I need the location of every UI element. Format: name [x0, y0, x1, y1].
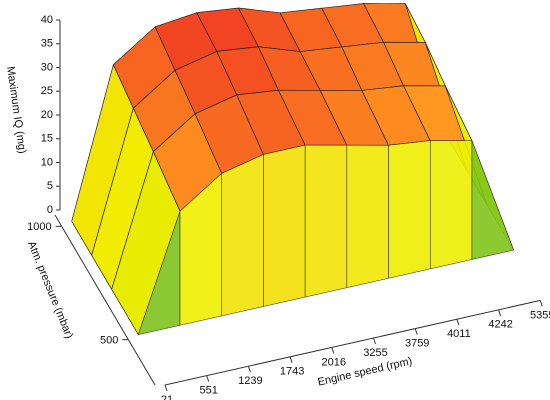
front-wall — [304, 144, 348, 298]
front-wall — [263, 144, 306, 307]
x-tick — [206, 375, 210, 382]
z-tick-label: 10 — [41, 156, 53, 168]
x-tick — [498, 309, 502, 316]
x-tick — [331, 347, 335, 354]
x-tick-label: 3255 — [363, 347, 387, 359]
z-tick-label: 5 — [47, 180, 53, 192]
z-tick-label: 25 — [41, 85, 53, 97]
y-axis — [54, 214, 156, 386]
y-tick-label: 1000 — [27, 221, 51, 233]
z-tick-label: 30 — [41, 61, 53, 73]
x-tick-label: 4011 — [447, 328, 471, 340]
x-tick-label: 551 — [200, 385, 218, 397]
front-wall — [221, 154, 264, 317]
front-wall — [471, 140, 514, 260]
z-tick-label: 35 — [41, 38, 53, 50]
x-tick — [414, 328, 418, 335]
front-wall — [388, 140, 431, 279]
x-tick — [289, 356, 293, 363]
x-tick — [539, 300, 543, 307]
z-axis-title: Maximum IQ (mg) — [4, 66, 28, 155]
front-wall — [429, 140, 473, 270]
x-tick-label: 3759 — [405, 338, 429, 350]
z-tick-label: 0 — [47, 204, 53, 216]
x-tick — [456, 319, 460, 326]
x-tick-label: 21 — [161, 394, 173, 400]
x-tick-label: 1743 — [280, 366, 304, 378]
z-tick-label: 40 — [41, 14, 53, 26]
x-tick-label: 4242 — [488, 319, 512, 331]
y-axis-title: Atm. pressure (mbar) — [25, 240, 75, 341]
x-tick — [164, 384, 168, 392]
x-axis — [164, 299, 541, 386]
x-tick-label: 5355 — [530, 309, 550, 321]
z-tick-label: 15 — [41, 133, 53, 145]
x-tick-label: 2016 — [322, 356, 346, 368]
x-tick — [373, 337, 376, 345]
y-tick-label: 500 — [100, 335, 118, 347]
x-tick — [247, 366, 251, 373]
front-wall — [346, 144, 389, 288]
z-tick-label: 20 — [41, 109, 53, 121]
x-tick-label: 1239 — [238, 375, 262, 387]
